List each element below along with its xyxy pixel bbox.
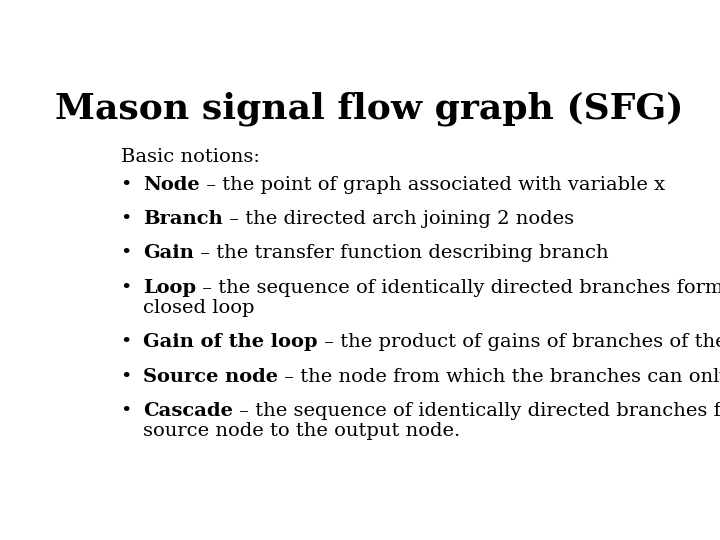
Text: Gain: Gain xyxy=(143,245,194,262)
Text: – the directed arch joining 2 nodes: – the directed arch joining 2 nodes xyxy=(222,210,574,228)
Text: Node: Node xyxy=(143,176,199,194)
Text: Gain of the loop: Gain of the loop xyxy=(143,333,318,352)
Text: – the transfer function describing branch: – the transfer function describing branc… xyxy=(194,245,608,262)
Text: •: • xyxy=(120,279,132,296)
Text: Source node: Source node xyxy=(143,368,278,386)
Text: Basic notions:: Basic notions: xyxy=(121,148,260,166)
Text: •: • xyxy=(120,402,132,420)
Text: Cascade: Cascade xyxy=(143,402,233,420)
Text: Loop: Loop xyxy=(143,279,196,296)
Text: •: • xyxy=(120,176,132,194)
Text: – the sequence of identically directed branches from the: – the sequence of identically directed b… xyxy=(233,402,720,420)
Text: Branch: Branch xyxy=(143,210,222,228)
Text: – the product of gains of branches of the loop: – the product of gains of branches of th… xyxy=(318,333,720,352)
Text: •: • xyxy=(120,368,132,386)
Text: •: • xyxy=(120,245,132,262)
Text: •: • xyxy=(120,210,132,228)
Text: – the node from which the branches can only start: – the node from which the branches can o… xyxy=(278,368,720,386)
Text: source node to the output node.: source node to the output node. xyxy=(143,422,460,441)
Text: – the point of graph associated with variable x: – the point of graph associated with var… xyxy=(199,176,665,194)
Text: Mason signal flow graph (SFG): Mason signal flow graph (SFG) xyxy=(55,92,683,126)
Text: closed loop: closed loop xyxy=(143,299,254,318)
Text: – the sequence of identically directed branches forming: – the sequence of identically directed b… xyxy=(196,279,720,296)
Text: •: • xyxy=(120,333,132,352)
